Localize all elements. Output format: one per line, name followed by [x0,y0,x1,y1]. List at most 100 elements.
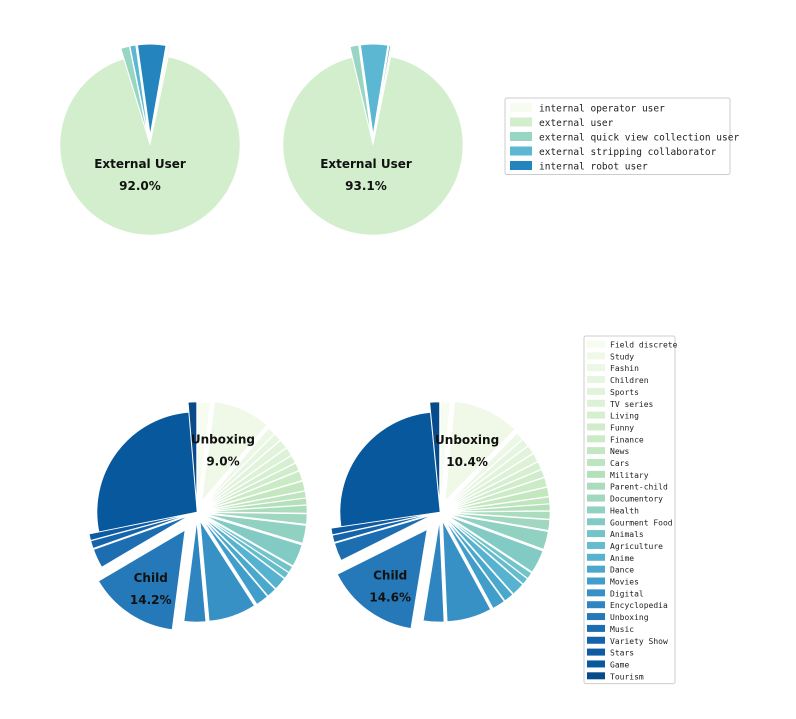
legend-label: Cars [610,459,629,468]
legend-swatch [587,340,605,348]
legend-label: Unboxing [610,613,649,622]
legend-label: Military [610,471,649,480]
pie-slice-sports [448,445,534,507]
slice-label-name: Unboxing [435,433,499,447]
legend-label: Parent-child [610,483,668,492]
pie-slice-agriculture [204,517,290,579]
pie-slice-dance [446,519,514,602]
legend-swatch [587,494,605,502]
pie-chart-2: External User 93.1% [282,43,464,236]
legend-frame [504,97,731,175]
pie-slice-digital [199,521,255,622]
legend-label: Finance [610,435,644,444]
legend-label: Dance [610,566,634,575]
slice-label-name: External User [94,157,186,171]
pie-slice-stars [330,513,431,536]
legend-swatch [587,435,605,443]
legend-swatch [587,565,605,573]
legend-users: internal operator user external user exter… [504,97,739,175]
legend-label: Health [610,506,639,515]
legend-swatch [510,117,532,127]
pie-slice-digital [442,521,491,622]
legend-label: Variety Show [610,637,668,646]
legend-label: Animals [610,530,644,539]
pie-slice-animals [205,516,293,573]
legend-swatch [587,601,605,609]
slice-label-value: 14.2% [130,593,172,607]
legend-categories: Field discrete Study Fashin Children Sports T… [583,335,678,685]
pie-slice-movies [202,519,268,605]
pie-slice-funny [449,469,545,509]
pie-slice-movies [445,520,505,609]
legend-swatch [587,482,605,490]
pie-slice-military [206,497,308,512]
legend-label: Stars [610,649,634,658]
pie-slice-external-quick-view-collection-user [120,46,148,135]
pie-slice-funny [205,462,300,509]
legend-swatch [510,132,532,141]
pie-slice-gourment-food [206,515,303,566]
slice-label-name: External User [320,157,412,171]
pie-slice-external-user [59,56,241,236]
legend-swatch [510,161,532,170]
legend-swatch [587,387,605,395]
pie-slice-finance [449,477,548,510]
legend-label: TV series [610,400,654,409]
pie-slice-documentory [206,512,308,525]
legend-label: News [610,447,629,456]
pie-slice-gourment-food [448,516,544,573]
legend-label: Tourism [610,672,644,681]
legend-swatch [587,399,605,407]
pie-slice-cars [449,496,550,512]
pie-slice-parent-child [206,505,308,514]
slice-label-value: 14.6% [369,591,411,605]
slice-label-value: 93.1% [345,179,387,193]
pie-chart-4: Unboxing 10.4% Child 14.6% [330,401,551,629]
legend-swatch [587,352,605,360]
slice-label-name: Child [373,569,407,583]
legend-swatch [587,648,605,656]
legend-swatch [587,530,605,538]
legend-label: Game [610,660,629,669]
pie-slice-cars [206,490,307,511]
pie-slice-news [206,480,306,510]
legend-label: external user [539,118,614,129]
legend-swatch [587,624,605,632]
pie-chart-1: External User 92.0% [59,43,241,236]
legend-swatch [510,146,532,156]
legend-label: Digital [610,589,644,598]
legend-swatch [587,506,605,514]
pie-slice-internal-robot-user [137,43,167,135]
pie-slice-external-stripping-collaborator [360,43,388,135]
legend-swatch [587,459,605,466]
legend-swatch [587,589,605,597]
legend-swatch [587,411,605,419]
legend-swatch [587,423,605,431]
pie-slice-internal-robot-user [374,45,391,135]
pie-slice-dance [203,519,276,597]
legend-label: Funny [610,423,634,432]
pie-slice-health [206,513,307,544]
legend-swatch [587,447,605,455]
pie-slice-sports [204,440,287,507]
legend-swatch [587,577,605,585]
pie-chart-3: Unboxing 9.0% Child 14.2% [88,401,308,630]
legend-frame [583,335,676,685]
pie-slice-tv-series [448,453,538,508]
legend-label: Study [610,352,634,361]
legend-label: Gourment Food [610,518,673,527]
legend-label: Music [610,625,634,634]
legend-label: internal operator user [539,104,665,115]
legend-label: Living [610,412,639,421]
pie-slice-living [448,461,542,509]
pie-slice-study [201,401,268,502]
slice-label-value: 92.0% [119,179,161,193]
pie-slice-agriculture [447,518,528,585]
pie-slice-field-discrete [440,401,451,503]
legend-swatch [587,376,605,384]
legend-label: Field discrete [610,341,678,350]
pie-slice-military [449,503,551,512]
pie-slice-external-stripping-collaborator [129,44,149,135]
legend-swatch [587,518,605,526]
